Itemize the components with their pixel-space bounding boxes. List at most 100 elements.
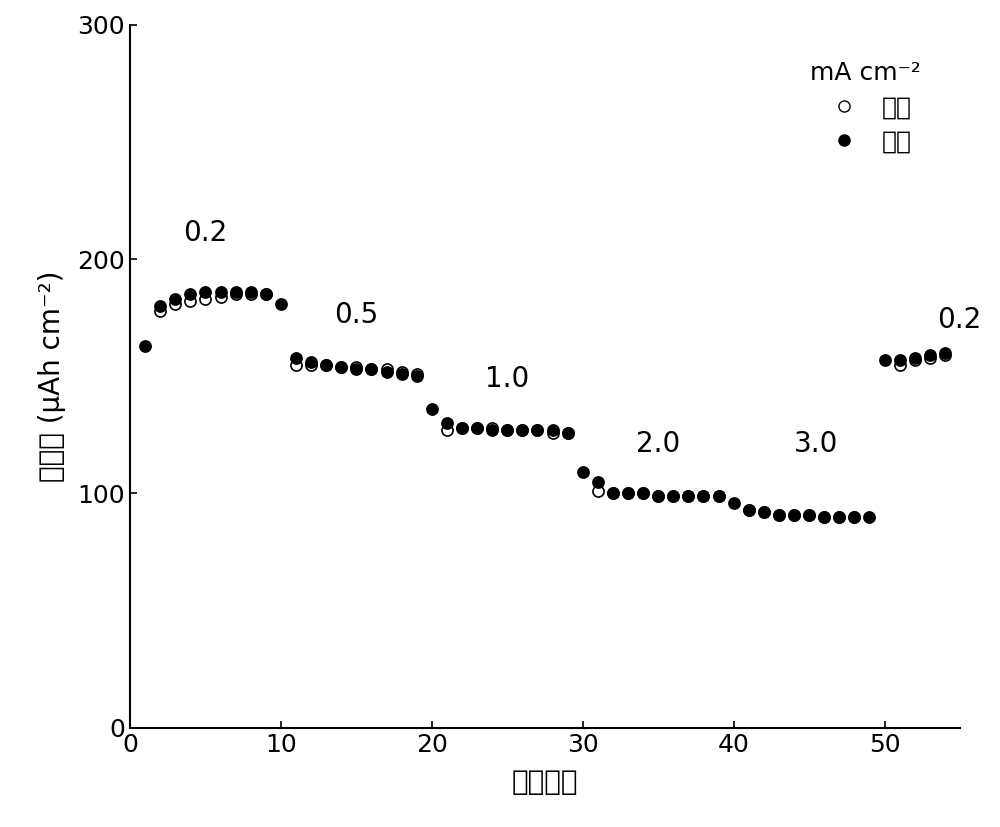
放电 [137, 339, 153, 352]
放电 [228, 285, 244, 299]
充电 [394, 365, 410, 378]
充电 [454, 421, 470, 434]
放电 [348, 363, 364, 376]
X-axis label: 循环次数: 循环次数 [512, 767, 578, 796]
放电 [695, 490, 711, 503]
充电 [469, 421, 485, 434]
充电 [922, 351, 938, 364]
放电 [303, 356, 319, 369]
放电 [197, 285, 213, 299]
充电 [786, 508, 802, 521]
充电 [756, 505, 772, 519]
放电 [213, 285, 229, 299]
充电 [363, 363, 379, 376]
充电 [560, 426, 576, 439]
充电 [333, 361, 349, 374]
充电 [439, 423, 455, 437]
充电 [499, 423, 515, 437]
放电 [439, 417, 455, 430]
放电 [816, 510, 832, 523]
充电 [152, 304, 168, 318]
充电 [590, 485, 606, 498]
放电 [499, 423, 515, 437]
放电 [650, 490, 666, 503]
充电 [711, 490, 727, 503]
放电 [167, 293, 183, 306]
放电 [831, 510, 847, 523]
充电 [484, 421, 500, 434]
充电 [695, 490, 711, 503]
放电 [333, 361, 349, 374]
放电 [877, 353, 893, 366]
充电 [213, 290, 229, 304]
放电 [424, 403, 440, 416]
充电 [801, 508, 817, 521]
充电 [846, 510, 862, 523]
充电 [545, 426, 561, 439]
充电 [816, 510, 832, 523]
放电 [665, 490, 681, 503]
放电 [575, 466, 591, 479]
Text: 0.5: 0.5 [334, 301, 378, 329]
充电 [197, 293, 213, 306]
放电 [680, 490, 696, 503]
放电 [484, 423, 500, 437]
充电 [892, 358, 908, 371]
放电 [786, 508, 802, 521]
放电 [741, 503, 757, 516]
放电 [861, 510, 877, 523]
放电 [182, 288, 198, 301]
放电 [620, 487, 636, 500]
放电 [454, 421, 470, 434]
充电 [228, 288, 244, 301]
放电 [771, 508, 787, 521]
放电 [801, 508, 817, 521]
充电 [741, 503, 757, 516]
充电 [680, 490, 696, 503]
Text: 0.2: 0.2 [183, 219, 227, 247]
Text: 3.0: 3.0 [794, 430, 838, 458]
放电 [379, 365, 395, 378]
放电 [273, 297, 289, 310]
充电 [288, 358, 304, 371]
充电 [831, 510, 847, 523]
放电 [937, 347, 953, 360]
放电 [258, 288, 274, 301]
放电 [469, 421, 485, 434]
放电 [560, 426, 576, 439]
充电 [650, 490, 666, 503]
充电 [605, 487, 621, 500]
充电 [771, 508, 787, 521]
放电 [711, 490, 727, 503]
放电 [605, 487, 621, 500]
放电 [409, 370, 425, 383]
充电 [529, 423, 545, 437]
放电 [590, 475, 606, 488]
充电 [243, 288, 259, 301]
放电 [394, 367, 410, 380]
放电 [243, 285, 259, 299]
Legend: 充电, 放电: 充电, 放电 [800, 51, 931, 164]
放电 [892, 353, 908, 366]
放电 [726, 496, 742, 509]
充电 [379, 363, 395, 376]
充电 [620, 487, 636, 500]
充电 [303, 358, 319, 371]
放电 [907, 351, 923, 364]
Text: 2.0: 2.0 [636, 430, 680, 458]
放电 [922, 349, 938, 362]
Text: 0.2: 0.2 [937, 306, 982, 334]
放电 [529, 423, 545, 437]
充电 [907, 353, 923, 366]
充电 [409, 367, 425, 380]
Text: 1.0: 1.0 [485, 365, 529, 393]
充电 [635, 487, 651, 500]
放电 [288, 351, 304, 364]
放电 [318, 358, 334, 371]
充电 [937, 349, 953, 362]
充电 [665, 490, 681, 503]
充电 [167, 297, 183, 310]
放电 [363, 363, 379, 376]
充电 [318, 358, 334, 371]
充电 [258, 288, 274, 301]
